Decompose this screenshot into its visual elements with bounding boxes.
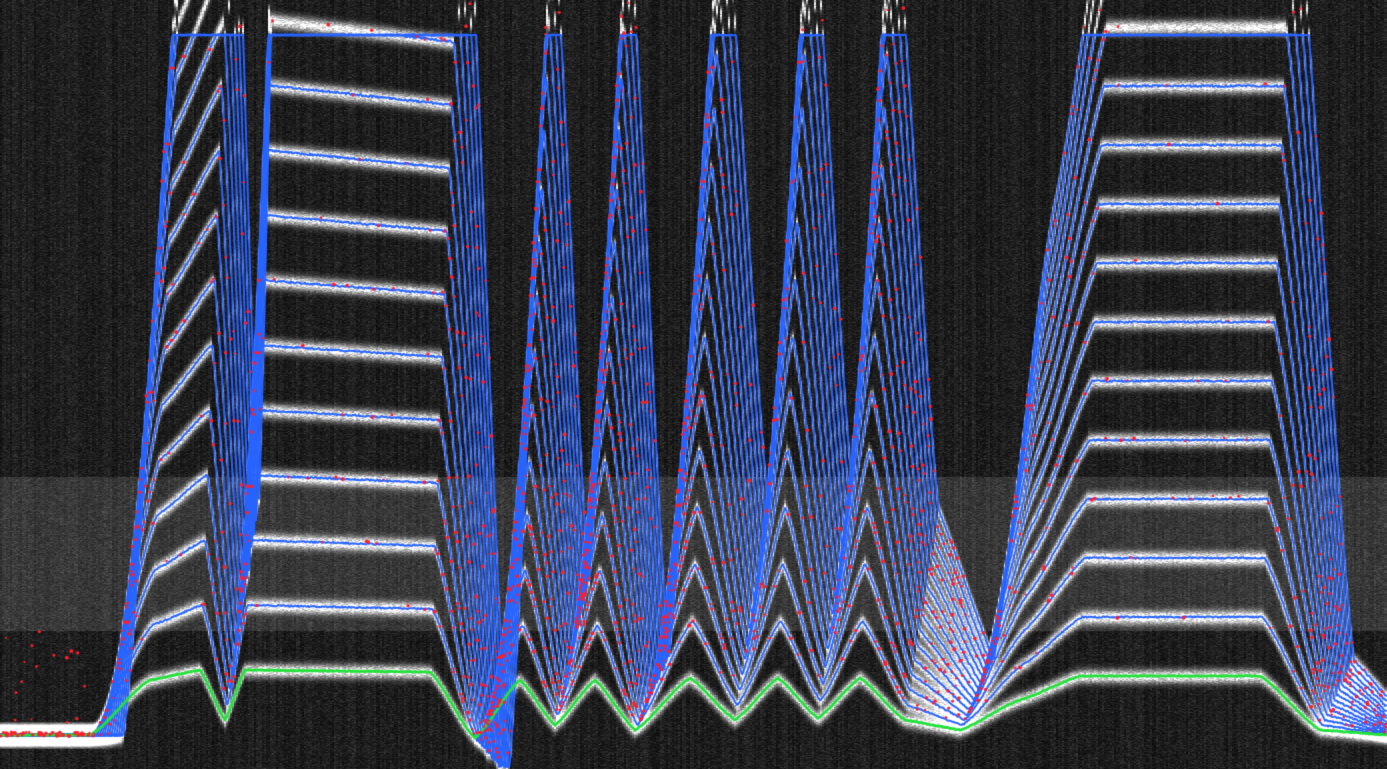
spectrogram-harmonic-overlay [0,0,1387,769]
detection-points [0,0,1387,769]
